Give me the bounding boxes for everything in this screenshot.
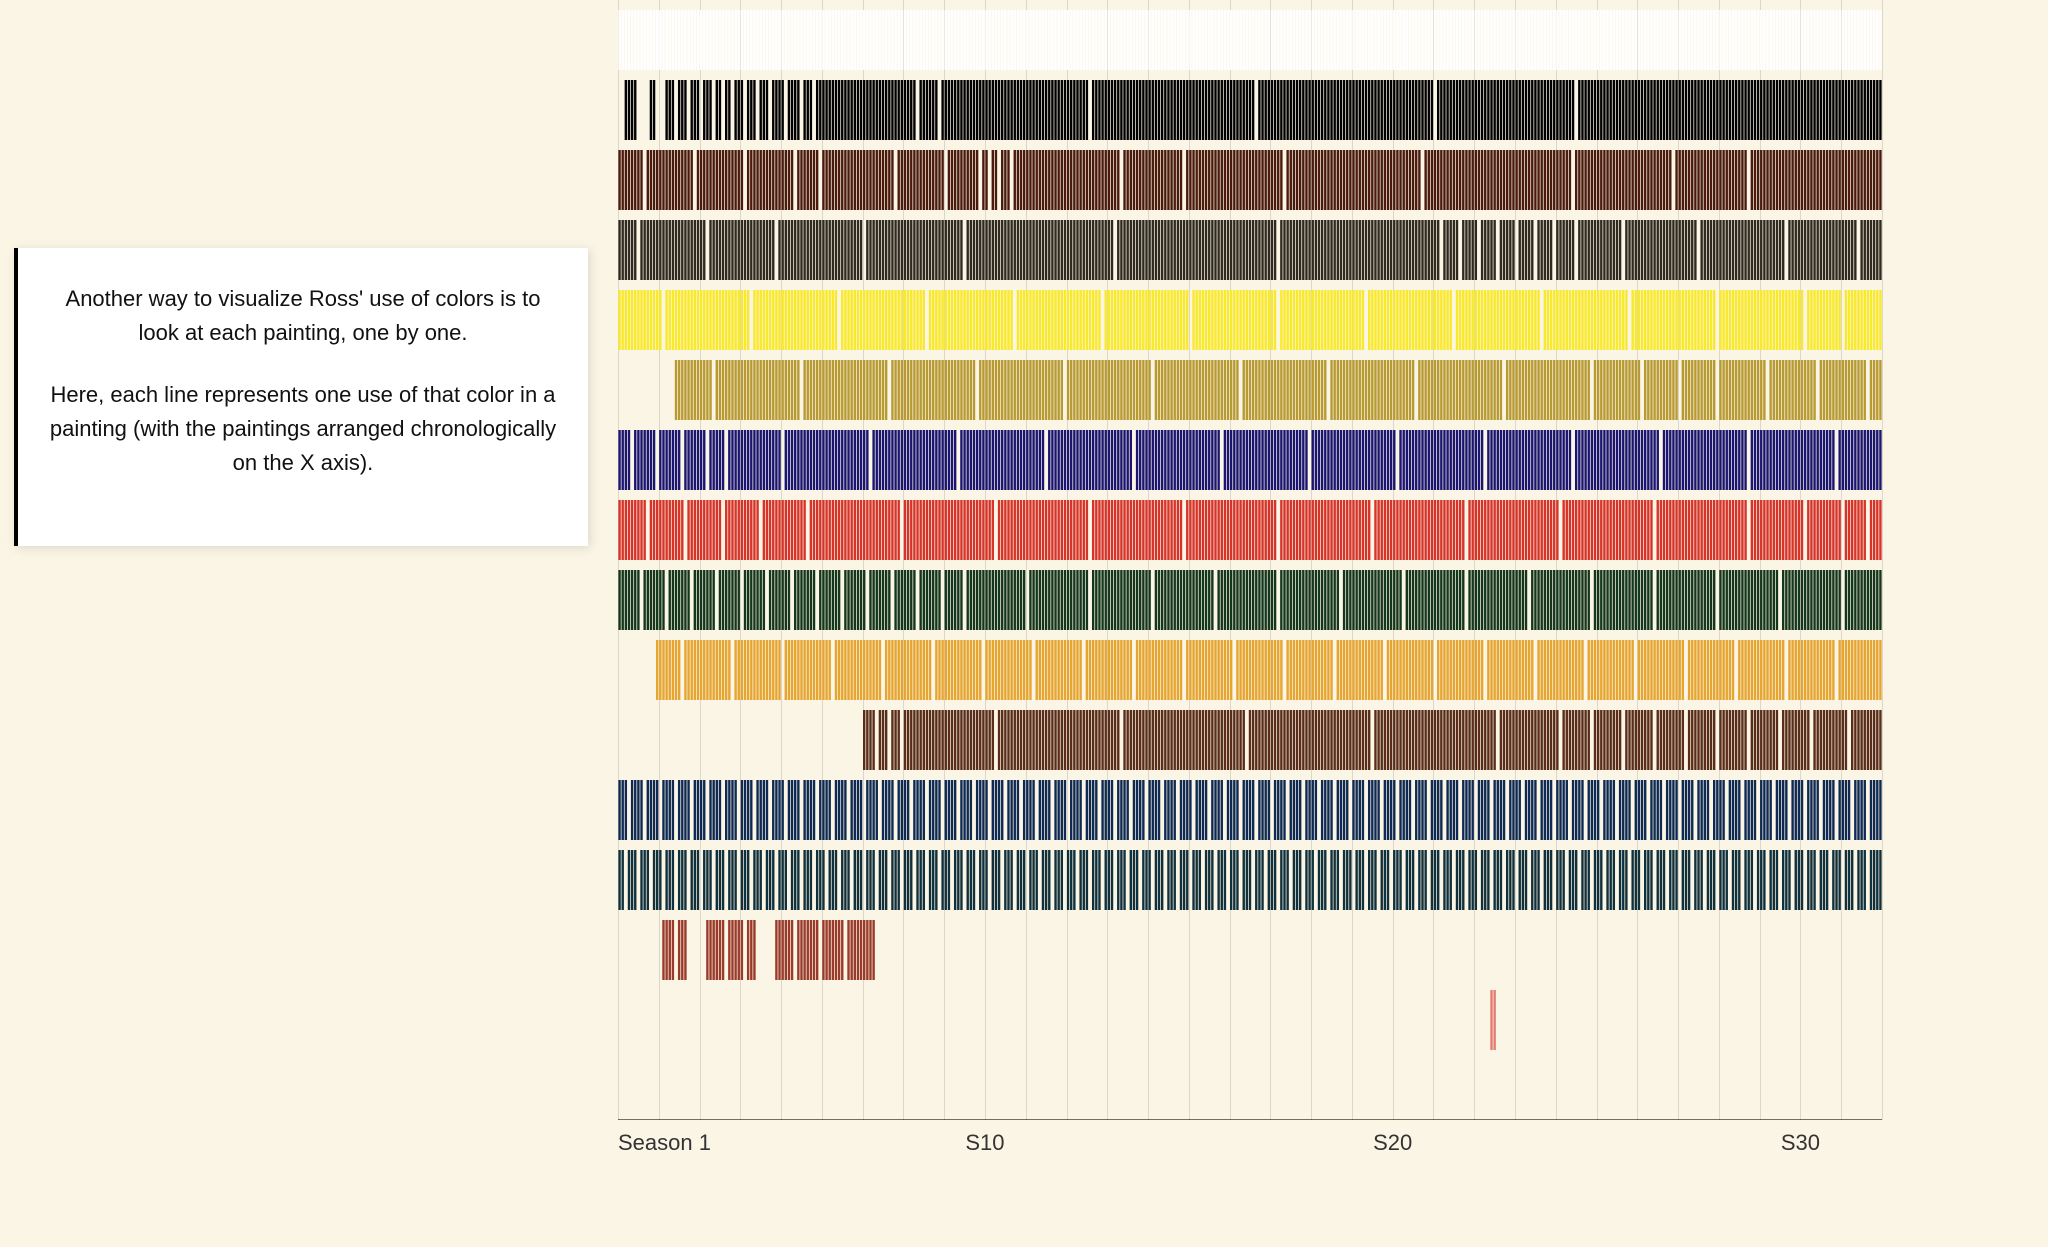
color-row-sap-green bbox=[618, 570, 1882, 630]
gridline bbox=[1882, 0, 1883, 1120]
color-row-titanium-white bbox=[618, 10, 1882, 70]
caption-paragraph-1: Another way to visualize Ross' use of co… bbox=[48, 282, 558, 350]
color-row-midnight-black bbox=[618, 80, 1882, 140]
x-axis-label: S10 bbox=[965, 1130, 1004, 1156]
x-axis-label: S20 bbox=[1373, 1130, 1412, 1156]
color-row-cadmium-yellow bbox=[618, 290, 1882, 350]
color-row-prussian-blue bbox=[618, 780, 1882, 840]
x-axis-label: S30 bbox=[1781, 1130, 1820, 1156]
color-row-indian-yellow bbox=[618, 640, 1882, 700]
x-axis-labels: Season 1 S10 S20 S30 bbox=[618, 1130, 1882, 1170]
color-row-phthalo-green bbox=[618, 850, 1882, 910]
caption-box: Another way to visualize Ross' use of co… bbox=[14, 248, 588, 546]
color-row-dark-sienna bbox=[618, 710, 1882, 770]
x-axis-label: Season 1 bbox=[618, 1130, 711, 1156]
color-row-bright-red bbox=[618, 500, 1882, 560]
color-row-liquid-clear-pink bbox=[618, 990, 1882, 1050]
caption-paragraph-2: Here, each line represents one use of th… bbox=[48, 378, 558, 480]
color-row-alizarin-crimson bbox=[618, 150, 1882, 210]
chart-rows bbox=[618, 0, 1882, 1120]
color-row-burnt-umber bbox=[618, 920, 1882, 980]
color-usage-chart bbox=[618, 0, 1882, 1120]
color-row-yellow-ochre bbox=[618, 360, 1882, 420]
color-row-phthalo-blue bbox=[618, 430, 1882, 490]
color-row-van-dyke-brown bbox=[618, 220, 1882, 280]
